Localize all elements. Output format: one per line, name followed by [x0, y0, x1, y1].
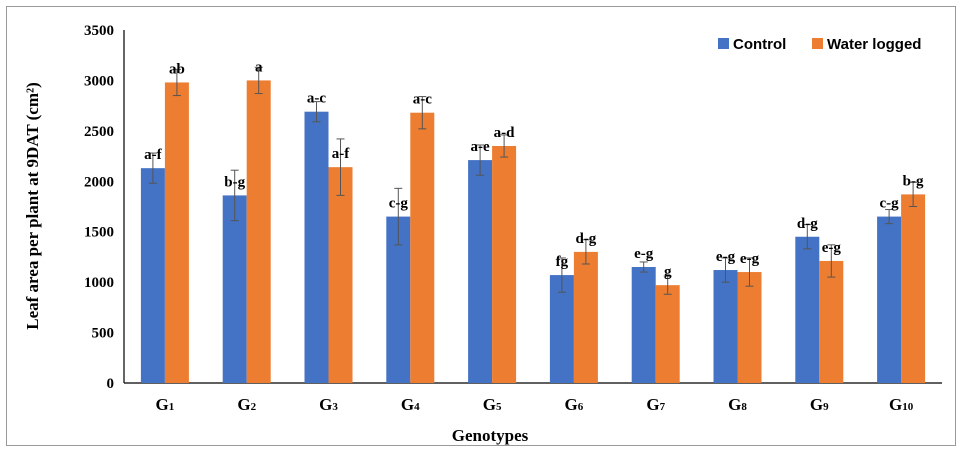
bar-water-logged	[328, 167, 353, 383]
error-bar	[803, 224, 812, 250]
significance-label: a-e	[471, 139, 490, 155]
x-tick-label: G2	[237, 395, 256, 414]
bar-control	[304, 111, 329, 384]
bars	[140, 80, 926, 384]
error-bar	[663, 275, 672, 295]
bar-water-logged	[655, 285, 680, 383]
bar-control	[140, 168, 165, 383]
error-bar	[639, 261, 648, 273]
error-bar	[418, 96, 427, 130]
legend-swatch-water-logged	[812, 38, 823, 49]
x-tick-label: G1	[156, 395, 175, 414]
significance-label: d-g	[575, 231, 596, 247]
bar-control	[713, 270, 738, 383]
x-ticks: G1 G2 G3 G4 G5 G6 G7 G8 G9 G10	[156, 395, 914, 414]
significance-label: a-f	[332, 146, 350, 162]
legend: Control Water logged	[718, 36, 921, 53]
legend-swatch-control	[718, 38, 729, 49]
x-tick-label: G9	[810, 395, 829, 414]
error-bar	[885, 209, 894, 225]
error-bar	[312, 101, 321, 123]
x-axis-title: Genotypes	[452, 426, 529, 445]
error-bar	[581, 239, 590, 265]
error-bar	[500, 134, 509, 158]
y-tick-label: 2500	[84, 124, 114, 140]
bar-control	[877, 216, 902, 383]
error-bar	[745, 257, 754, 287]
significance-label: a	[255, 59, 263, 75]
bar-water-logged	[737, 272, 762, 383]
error-bars	[148, 66, 918, 295]
error-bar	[476, 144, 485, 176]
y-axis-title: Leaf area per plant at 9DAT (cm²)	[23, 82, 42, 329]
y-tick-label: 3500	[84, 23, 114, 39]
bar-water-logged	[492, 145, 517, 383]
error-bar	[557, 257, 566, 293]
error-bar	[909, 181, 918, 207]
y-tick-label: 1500	[84, 225, 114, 241]
error-bar	[148, 152, 157, 184]
error-bar	[721, 257, 730, 283]
y-tick-label: 3000	[84, 73, 114, 89]
error-bar	[230, 169, 239, 222]
bar-water-logged	[901, 194, 926, 383]
x-tick-label: G5	[483, 395, 502, 414]
bar-water-logged	[410, 112, 435, 384]
significance-label: a-c	[413, 92, 432, 108]
y-tick-label: 500	[92, 326, 115, 342]
significance-label: ab	[169, 61, 185, 77]
significance-label: fg	[556, 254, 569, 270]
error-bar	[172, 68, 181, 97]
bar-water-logged	[164, 82, 189, 384]
bar-control	[468, 160, 493, 383]
x-tick-label: G10	[889, 395, 914, 414]
significance-label: b-g	[903, 173, 924, 189]
error-bar	[336, 138, 345, 196]
error-bar	[827, 244, 836, 278]
error-bar	[254, 66, 263, 95]
y-ticks: 0 500 1000 1500 2000 2500 3000 3500	[84, 23, 114, 392]
significance-label: d-g	[797, 216, 818, 232]
significance-label: a-c	[307, 91, 326, 107]
x-tick-label: G4	[401, 395, 420, 414]
significance-label: e-g	[716, 249, 736, 265]
error-bar	[394, 187, 403, 246]
x-tick-label: G8	[728, 395, 747, 414]
significance-label: a-f	[144, 147, 162, 163]
significance-label: e-g	[822, 240, 842, 256]
bar-control	[549, 275, 574, 383]
bar-control	[795, 236, 820, 383]
y-tick-label: 0	[107, 376, 115, 392]
bar-water-logged	[819, 260, 844, 383]
significance-label: e-g	[634, 246, 654, 262]
x-tick-label: G6	[565, 395, 584, 414]
significance-label: g	[664, 264, 672, 280]
significance-label: a-d	[494, 125, 515, 141]
significance-label: e-g	[740, 251, 760, 267]
y-tick-label: 2000	[84, 174, 114, 190]
significance-label: b-g	[224, 174, 245, 190]
y-tick-label: 1000	[84, 275, 114, 291]
bar-water-logged	[573, 251, 598, 383]
legend-label-water-logged: Water logged	[827, 36, 921, 53]
x-tick-label: G7	[646, 395, 665, 414]
significance-label: c-g	[389, 196, 409, 212]
bar-control	[631, 267, 656, 383]
significance-label: c-g	[880, 196, 900, 212]
bar-water-logged	[246, 80, 271, 383]
legend-label-control: Control	[733, 36, 786, 53]
x-tick-label: G3	[319, 395, 338, 414]
bar-control	[222, 195, 247, 383]
